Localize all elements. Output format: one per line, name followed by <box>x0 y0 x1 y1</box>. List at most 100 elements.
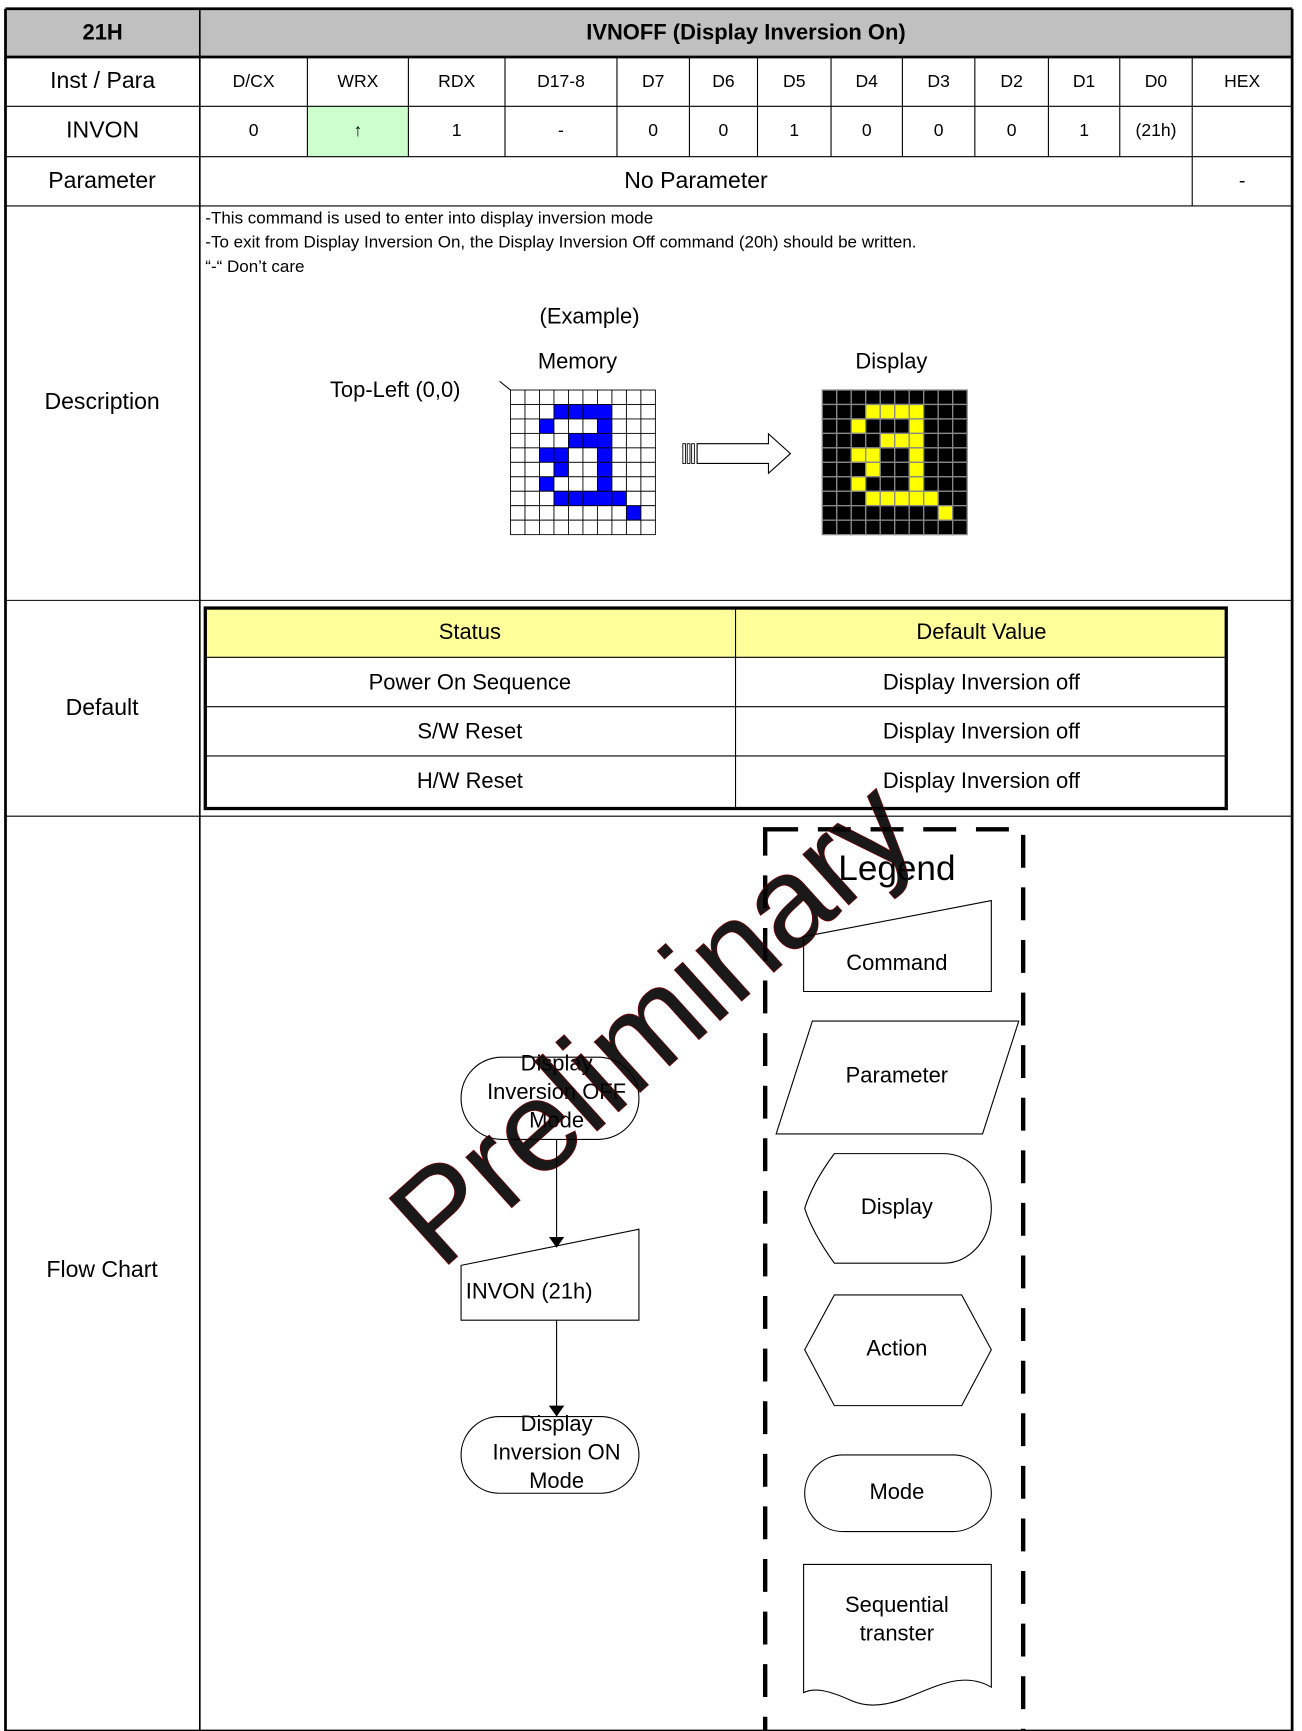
display-pixel <box>894 403 910 420</box>
memory-pixel <box>553 461 569 478</box>
wrx-highlight <box>307 106 409 157</box>
bit-value: 1 <box>452 120 462 140</box>
memory-pixel <box>568 404 584 420</box>
display-pixel <box>937 461 954 478</box>
display-pixel <box>952 476 968 492</box>
memory-pixel <box>582 418 598 434</box>
column-header: D7 <box>642 71 664 91</box>
memory-pixel <box>596 447 613 463</box>
display-pixel <box>879 389 896 406</box>
memory-pixel <box>596 404 613 420</box>
bit-value: 1 <box>789 120 799 140</box>
display-pixel <box>952 389 968 406</box>
display-pixel <box>937 432 954 449</box>
display-label: Display <box>855 348 927 373</box>
display-pixel <box>850 447 867 463</box>
display-pixel <box>908 418 925 435</box>
display-pixel <box>952 418 968 435</box>
display-pixel <box>821 389 838 406</box>
display-pixel <box>879 461 896 478</box>
flow-node-text: Display <box>521 1051 593 1076</box>
display-pixel <box>908 519 925 536</box>
memory-pixel <box>553 505 569 521</box>
legend-shape <box>804 1454 992 1533</box>
memory-pixel <box>625 490 642 507</box>
display-pixel <box>821 432 838 449</box>
display-pixel <box>836 519 852 536</box>
memory-pixel <box>553 432 569 449</box>
display-pixel <box>850 505 867 521</box>
display-pixel <box>865 490 881 507</box>
row-label: Description <box>44 388 159 414</box>
display-pixel <box>937 519 954 536</box>
bit-value: 1 <box>1079 120 1089 140</box>
display-pixel <box>879 403 896 420</box>
display-pixel <box>894 505 910 521</box>
bit-value: 0 <box>1007 120 1017 140</box>
display-pixel <box>923 418 939 435</box>
memory-pixel <box>524 447 540 463</box>
display-pixel <box>952 505 968 521</box>
memory-pixel <box>539 418 555 434</box>
memory-pixel <box>510 418 526 434</box>
display-pixel <box>952 461 968 478</box>
memory-pixel <box>611 418 627 434</box>
top-left-label: Top-Left (0,0) <box>330 377 461 402</box>
column-header: HEX <box>1224 71 1260 91</box>
display-pixel <box>894 432 910 449</box>
display-pixel <box>865 447 881 463</box>
command-title: IVNOFF (Display Inversion On) <box>586 20 905 45</box>
display-pixel <box>850 389 867 406</box>
command-shape <box>460 1228 640 1321</box>
bit-value: 0 <box>249 120 259 140</box>
memory-pixel <box>539 389 555 405</box>
display-pixel <box>923 432 939 449</box>
row-label: Default <box>66 694 140 720</box>
memory-pixel <box>568 447 584 463</box>
header-bg <box>5 8 1293 57</box>
display-pixel <box>937 447 954 463</box>
memory-pixel <box>611 389 627 405</box>
memory-pixel <box>539 505 555 521</box>
display-pixel <box>908 476 925 492</box>
memory-pixel <box>539 404 555 420</box>
memory-pixel <box>568 432 584 449</box>
display-pixel <box>865 519 881 536</box>
legend-item-text: Parameter <box>846 1063 948 1088</box>
display-pixel <box>894 461 910 478</box>
memory-pixel <box>582 461 598 478</box>
display-pixel <box>865 432 881 449</box>
memory-pixel <box>625 505 642 521</box>
display-pixel <box>937 490 954 507</box>
description-line: -This command is used to enter into disp… <box>205 209 653 228</box>
memory-pixel <box>582 447 598 463</box>
bit-value: 0 <box>934 120 944 140</box>
column-header: D3 <box>927 71 949 91</box>
display-pixel <box>937 476 954 492</box>
row-label: Flow Chart <box>46 1256 158 1282</box>
display-pixel <box>908 505 925 521</box>
display-pixel <box>923 519 939 536</box>
column-header: D0 <box>1145 71 1168 91</box>
display-pixel <box>894 389 910 406</box>
memory-pixel <box>524 418 540 434</box>
memory-pixel <box>596 389 613 405</box>
display-pixel <box>821 403 838 420</box>
display-pixel <box>923 490 939 507</box>
display-pixel <box>923 476 939 492</box>
memory-pixel <box>510 505 526 521</box>
description-line: -To exit from Display Inversion On, the … <box>205 233 916 252</box>
legend-item-text: transter <box>860 1620 934 1645</box>
column-header: WRX <box>337 71 378 91</box>
memory-pixel <box>553 389 569 405</box>
memory-pixel <box>611 404 627 420</box>
memory-pixel <box>524 490 540 507</box>
display-pixel <box>908 447 925 463</box>
default-header-bg <box>205 608 1227 658</box>
memory-pixel <box>611 505 627 521</box>
memory-pixel <box>510 404 526 420</box>
parameter-value: No Parameter <box>624 167 768 193</box>
memory-pixel <box>582 519 598 536</box>
memory-pixel <box>568 519 584 536</box>
